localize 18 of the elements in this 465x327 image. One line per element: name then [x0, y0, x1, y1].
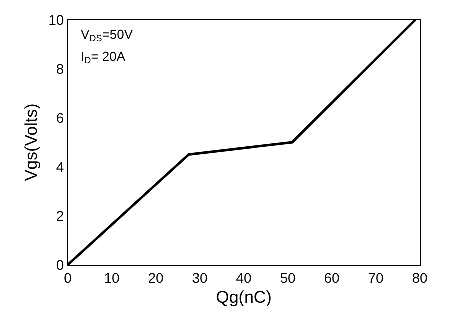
y-tick-label: 6 [56, 110, 64, 126]
x-tick-label: 70 [368, 270, 384, 286]
y-tick-label: 10 [48, 12, 64, 28]
y-tick-label: 2 [56, 208, 64, 224]
x-tick-label: 30 [192, 270, 208, 286]
annotation: I$_{D}$= 20A [81, 49, 126, 66]
y-tick-label: 0 [56, 256, 64, 273]
x-tick-label: 10 [104, 270, 120, 286]
x-tick-label: 80 [412, 270, 428, 286]
x-axis-title: Qg(nC) [216, 288, 272, 308]
x-tick-label: 20 [148, 270, 164, 286]
y-tick-label: 8 [56, 60, 64, 77]
y-axis-title: Vgs(Volts) [22, 104, 42, 182]
annotation: V$_{DS}$=50V [81, 27, 134, 44]
x-tick-label: 60 [324, 270, 340, 286]
x-tick-label: 40 [236, 270, 252, 286]
x-tick-label: 50 [280, 270, 296, 286]
y-tick-label: 4 [56, 158, 64, 175]
